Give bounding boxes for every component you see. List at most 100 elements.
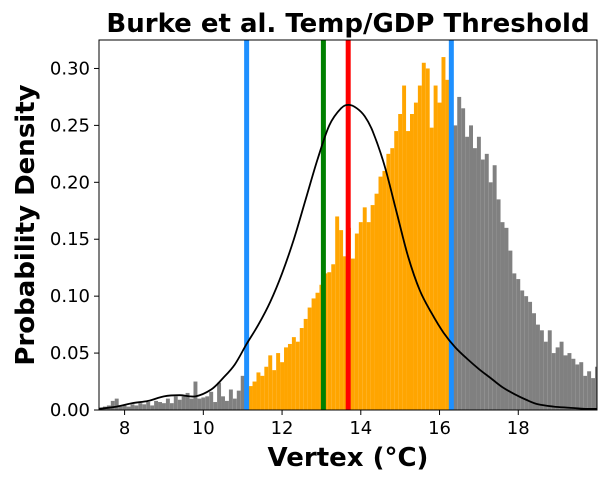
histogram-bar — [524, 296, 529, 410]
histogram-bar — [469, 125, 473, 410]
histogram-bar — [579, 362, 584, 410]
histogram-bar — [110, 400, 115, 410]
histogram-bar — [437, 102, 442, 410]
histogram-bar — [134, 405, 139, 410]
histogram-bar — [559, 341, 564, 410]
histogram-bar — [390, 148, 395, 410]
histogram-bar — [126, 406, 131, 410]
histogram-bar — [276, 353, 281, 410]
y-tick-label: 0.20 — [50, 172, 90, 193]
histogram-bar — [138, 403, 143, 410]
histogram-bar — [425, 68, 430, 410]
histogram-bar — [358, 222, 363, 410]
histogram-bar — [441, 57, 446, 410]
histogram-bar — [575, 364, 580, 410]
x-axis-ticks: 8 10 12 14 16 18 — [119, 410, 530, 439]
histogram-bar — [161, 403, 166, 410]
histogram-bar — [528, 301, 533, 410]
histogram-bar — [335, 216, 340, 410]
histogram-bar — [280, 362, 285, 410]
histogram-bar — [114, 398, 119, 410]
y-axis-label: Probability Density — [11, 84, 41, 365]
histogram-bar — [209, 391, 214, 410]
histogram-bar — [268, 355, 273, 410]
histogram-bar — [118, 406, 123, 410]
histogram-bar — [343, 256, 348, 410]
histogram-bar — [402, 85, 407, 411]
histogram-bar — [543, 341, 548, 410]
histogram-bar — [221, 396, 225, 410]
histogram-bar — [539, 330, 544, 410]
histogram-bar — [532, 313, 536, 410]
histogram-bar — [331, 264, 336, 410]
histogram-bar — [205, 396, 210, 410]
histogram-bar — [213, 402, 218, 410]
histogram-bar — [173, 396, 178, 410]
histogram-bar — [595, 366, 597, 410]
histogram-bar — [350, 258, 355, 410]
histogram-bar — [410, 114, 414, 410]
histogram-bar — [228, 389, 233, 410]
histogram-bar — [158, 402, 162, 410]
x-tick-label: 10 — [192, 418, 215, 439]
x-tick-label: 16 — [428, 418, 451, 439]
histogram-bar — [382, 170, 387, 410]
histogram-bar — [591, 378, 596, 410]
histogram-bar — [406, 131, 411, 411]
x-tick-label: 12 — [271, 418, 294, 439]
histogram-bar — [413, 102, 418, 410]
histogram-bar — [142, 404, 147, 410]
histogram-bar — [240, 375, 245, 410]
histogram-bar — [150, 405, 155, 410]
histogram-bar — [248, 386, 253, 410]
histogram-bar — [284, 347, 288, 410]
histogram-bar — [516, 279, 521, 410]
histogram-bar — [232, 398, 237, 410]
chart-title: Burke et al. Temp/GDP Threshold — [106, 9, 589, 39]
histogram-bar — [181, 396, 186, 410]
y-tick-label: 0.30 — [50, 58, 90, 79]
histogram-bar — [327, 272, 332, 410]
histogram-bar — [394, 131, 399, 411]
histogram-bar — [433, 85, 438, 411]
kde-curve — [98, 103, 598, 410]
x-tick-label: 18 — [507, 418, 530, 439]
histogram-bar — [303, 318, 308, 410]
y-tick-label: 0.15 — [50, 229, 90, 250]
histogram-bar — [307, 307, 312, 410]
histogram-bar — [260, 375, 265, 410]
histogram-bar — [461, 108, 466, 411]
y-tick-label: 0.25 — [50, 115, 90, 136]
histogram-bar — [366, 222, 371, 410]
histogram-bar — [165, 398, 170, 410]
x-tick-label: 14 — [349, 418, 372, 439]
histogram-bar — [146, 402, 151, 410]
histogram-bar — [457, 96, 462, 410]
histogram-bar — [398, 114, 403, 410]
histogram-bar — [429, 127, 434, 411]
threshold-lines — [244, 40, 454, 410]
histogram-bar — [252, 381, 257, 410]
histogram-bar — [354, 233, 359, 410]
histogram-bar — [563, 355, 568, 410]
histogram-bar — [488, 182, 493, 410]
histogram-bar — [421, 62, 426, 411]
histogram-bar — [197, 398, 202, 410]
histogram-bar — [291, 337, 296, 410]
histogram-bar — [555, 347, 560, 410]
histogram-bar — [299, 328, 304, 410]
histogram-bar — [362, 207, 367, 410]
histogram-bar — [287, 343, 292, 410]
histogram-bar — [551, 353, 556, 410]
histogram-bar — [295, 341, 300, 410]
y-axis-ticks: 0.00 0.05 0.10 0.15 0.20 0.25 0.30 — [50, 58, 99, 421]
histogram-bar — [256, 372, 261, 410]
histogram-bar — [154, 400, 159, 410]
histogram-bar — [169, 403, 174, 410]
histogram-bar — [370, 205, 375, 410]
y-tick-label: 0.00 — [50, 400, 90, 421]
histogram-bar — [130, 404, 135, 410]
histogram-bar — [465, 136, 470, 410]
histogram-bar — [201, 397, 206, 410]
histogram-bar — [189, 398, 194, 410]
